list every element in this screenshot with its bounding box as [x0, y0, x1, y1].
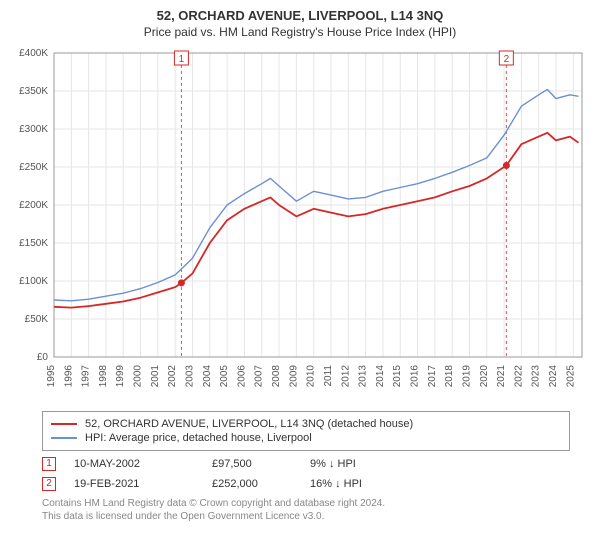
x-tick-label: 2014 — [375, 365, 386, 388]
y-tick-label: £200K — [19, 200, 48, 211]
x-tick-label: 2023 — [531, 365, 542, 388]
legend: 52, ORCHARD AVENUE, LIVERPOOL, L14 3NQ (… — [42, 411, 570, 451]
y-tick-label: £400K — [19, 48, 48, 59]
legend-label: 52, ORCHARD AVENUE, LIVERPOOL, L14 3NQ (… — [85, 418, 413, 430]
x-tick-label: 2017 — [427, 365, 438, 388]
chart-svg: £0 £50K £100K £150K £200K £250K £300K £350K £400… — [6, 45, 594, 405]
legend-item: HPI: Average price, detached house, Live… — [51, 432, 561, 444]
x-tick-label: 2003 — [184, 365, 195, 388]
x-tick-label: 2013 — [358, 365, 369, 388]
x-tick-label: 2021 — [496, 365, 507, 388]
attribution-line: This data is licensed under the Open Gov… — [42, 510, 570, 523]
x-tick-label: 1998 — [98, 365, 109, 388]
x-tick-label: 2005 — [219, 365, 230, 388]
x-tick-label: 2001 — [150, 365, 161, 388]
x-tick-label: 2015 — [392, 365, 403, 388]
x-tick-label: 1996 — [63, 365, 74, 388]
x-tick-label: 2009 — [288, 365, 299, 388]
y-tick-label: £100K — [19, 276, 48, 287]
x-tick-label: 2007 — [254, 365, 265, 388]
x-tick-label: 2012 — [340, 365, 351, 388]
x-tick-label: 2022 — [513, 365, 524, 388]
trade-date: 19-FEB-2021 — [74, 478, 194, 490]
attribution-line: Contains HM Land Registry data © Crown c… — [42, 497, 570, 510]
chart-container: 52, ORCHARD AVENUE, LIVERPOOL, L14 3NQ P… — [0, 0, 600, 560]
x-tick-label: 2019 — [461, 365, 472, 388]
x-tick-label: 2018 — [444, 365, 455, 388]
legend-swatch — [51, 423, 77, 425]
trade-marker-badge: 1 — [42, 457, 56, 471]
x-tick-label: 2006 — [236, 365, 247, 388]
trade-row: 2 19-FEB-2021 £252,000 16% ↓ HPI — [42, 477, 570, 491]
x-tick-label: 1997 — [81, 365, 92, 388]
trade-delta: 16% ↓ HPI — [310, 478, 400, 490]
y-tick-label: £300K — [19, 124, 48, 135]
trade-marker-number: 1 — [179, 54, 185, 65]
x-tick-label: 2016 — [410, 365, 421, 388]
y-tick-label: £250K — [19, 162, 48, 173]
trade-delta: 9% ↓ HPI — [310, 458, 400, 470]
trade-marker-badge: 2 — [42, 477, 56, 491]
y-tick-label: £0 — [37, 352, 49, 363]
chart-title: 52, ORCHARD AVENUE, LIVERPOOL, L14 3NQ — [6, 8, 594, 23]
legend-label: HPI: Average price, detached house, Live… — [85, 432, 312, 444]
trade-price: £252,000 — [212, 478, 292, 490]
trade-price: £97,500 — [212, 458, 292, 470]
x-tick-label: 2024 — [548, 365, 559, 388]
x-tick-label: 2011 — [323, 365, 334, 387]
attribution: Contains HM Land Registry data © Crown c… — [42, 497, 570, 523]
legend-item: 52, ORCHARD AVENUE, LIVERPOOL, L14 3NQ (… — [51, 418, 561, 430]
x-tick-label: 2004 — [202, 365, 213, 388]
x-tick-label: 2020 — [479, 365, 490, 388]
trade-row: 1 10-MAY-2002 £97,500 9% ↓ HPI — [42, 457, 570, 471]
y-tick-label: £350K — [19, 86, 48, 97]
y-tick-label: £50K — [25, 314, 49, 325]
titles: 52, ORCHARD AVENUE, LIVERPOOL, L14 3NQ P… — [6, 8, 594, 39]
legend-swatch — [51, 437, 77, 439]
x-tick-label: 2008 — [271, 365, 282, 388]
trade-marker-number: 2 — [504, 54, 510, 65]
x-tick-label: 2025 — [565, 365, 576, 388]
trade-date: 10-MAY-2002 — [74, 458, 194, 470]
x-tick-label: 1999 — [115, 365, 126, 388]
y-tick-label: £150K — [19, 238, 48, 249]
trade-list: 1 10-MAY-2002 £97,500 9% ↓ HPI 2 19-FEB-2021 £… — [42, 457, 570, 491]
x-tick-label: 2000 — [133, 365, 144, 388]
x-tick-label: 2010 — [306, 365, 317, 388]
x-tick-label: 1995 — [46, 365, 57, 388]
chart-area: £0 £50K £100K £150K £200K £250K £300K £350K £400… — [6, 45, 594, 405]
chart-subtitle: Price paid vs. HM Land Registry's House … — [6, 25, 594, 39]
x-tick-label: 2002 — [167, 365, 178, 388]
